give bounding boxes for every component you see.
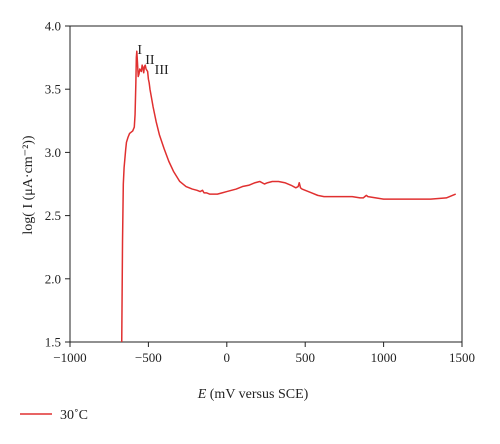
x-axis-ticks: −1000 −500 0 500 1000 1500 [53, 342, 475, 365]
x-tick-label: 1000 [371, 350, 397, 365]
plot-border [69, 25, 463, 343]
peak-label: II [145, 53, 155, 68]
legend: 30˚C [20, 408, 88, 423]
y-tick-label: 3.5 [45, 82, 61, 97]
y-tick-label: 3.0 [45, 145, 61, 160]
y-tick-label: 2.0 [45, 271, 61, 286]
peak-label: III [155, 63, 169, 78]
series-layer [120, 50, 457, 343]
plot-frame [69, 25, 463, 343]
y-axis-title: log( I (μA·cm⁻²)) [21, 135, 36, 235]
x-tick-label: 1500 [449, 350, 475, 365]
x-tick-label: −500 [135, 350, 162, 365]
y-tick-label: 4.0 [45, 19, 61, 34]
y-tick-label: 2.5 [45, 208, 61, 223]
series-line-0 [120, 50, 457, 343]
x-axis-title: E (mV versus SCE) [197, 387, 309, 402]
y-tick-label: 1.5 [45, 335, 61, 350]
x-tick-label: −1000 [53, 350, 86, 365]
x-tick-label: 500 [295, 350, 315, 365]
y-axis-ticks: 1.5 2.0 2.5 3.0 3.5 4.0 [45, 19, 70, 350]
x-tick-label: 0 [224, 350, 231, 365]
legend-label: 30˚C [60, 408, 88, 423]
peak-label: I [137, 43, 142, 58]
